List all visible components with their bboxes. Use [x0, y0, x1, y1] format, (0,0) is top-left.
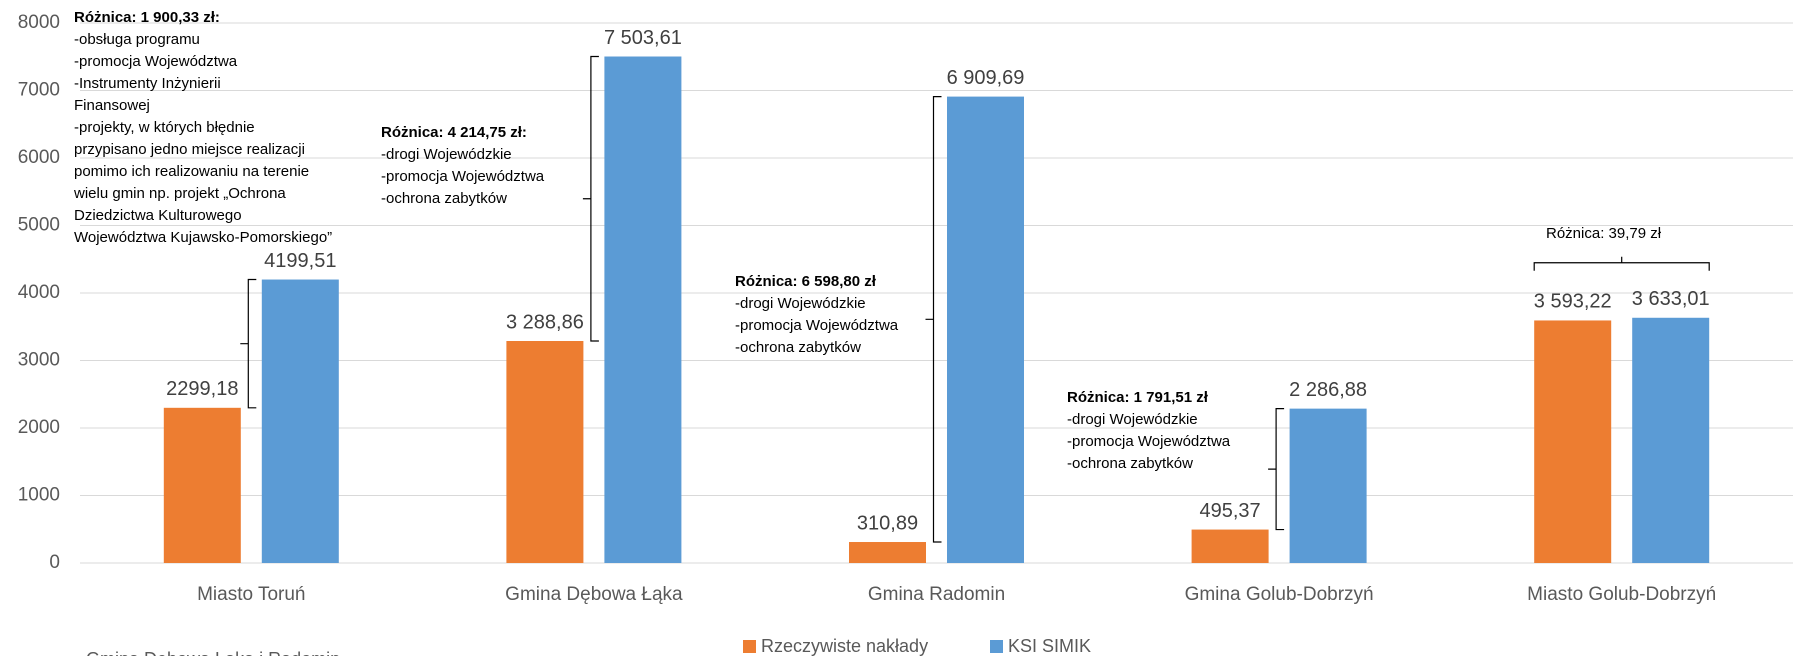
annotation-line: -promocja Województwa — [381, 168, 545, 185]
x-tick-label: Miasto Toruń — [197, 584, 305, 605]
value-label: 310,89 — [857, 512, 918, 534]
value-label: 495,37 — [1200, 500, 1261, 522]
y-tick-label: 7000 — [18, 80, 60, 101]
value-label: 3 288,86 — [506, 311, 584, 333]
annotation-line: -ochrona zabytków — [381, 190, 507, 207]
annotation-line: -projekty, w których błędnie — [74, 119, 255, 136]
annotation-title: Różnica: 1 791,51 zł — [1067, 389, 1209, 406]
x-tick-label: Miasto Golub-Dobrzyń — [1527, 584, 1716, 605]
y-tick-label: 4000 — [18, 282, 60, 303]
bar — [261, 279, 339, 563]
x-tick-label: Gmina Golub-Dobrzyń — [1185, 584, 1374, 605]
bar — [947, 96, 1024, 564]
annotation-line: -drogi Wojewódzkie — [735, 295, 866, 312]
annotation-line: przypisano jedno miejsce realizacji — [74, 141, 305, 158]
value-label: 4199,51 — [264, 250, 336, 272]
x-tick-label: Gmina Dębowa Łąka — [505, 584, 683, 605]
annotation-line: -obsługa programu — [74, 31, 200, 48]
y-tick-label: 8000 — [18, 12, 60, 33]
y-tick-label: 2000 — [18, 417, 60, 438]
annotation-line: Dziedzictwa Kulturowego — [74, 207, 242, 224]
y-tick-label: 6000 — [18, 147, 60, 168]
bar — [1191, 529, 1269, 563]
annotation-line: Finansowej — [74, 97, 150, 114]
annotation-line: -drogi Wojewódzkie — [1067, 411, 1198, 428]
annotation-line: -ochrona zabytków — [735, 339, 861, 356]
annotation-line: -ochrona zabytków — [1067, 455, 1193, 472]
bar — [506, 341, 584, 563]
annotation-title: Różnica: 39,79 zł — [1546, 225, 1662, 242]
value-label: 2299,18 — [166, 378, 238, 400]
y-tick-label: 0 — [49, 552, 60, 573]
value-label: 3 593,22 — [1534, 291, 1612, 313]
bar — [604, 56, 682, 564]
legend-label: KSI SIMIK — [1008, 636, 1091, 656]
legend-label: Rzeczywiste nakłady — [761, 636, 928, 656]
annotation-title: Różnica: 4 214,75 zł: — [381, 124, 527, 141]
bar — [1289, 408, 1367, 563]
footnote: Gmina Dębowa Łąka i Radomin — [86, 649, 340, 656]
legend-swatch — [990, 640, 1003, 653]
bracket — [1268, 408, 1285, 531]
bracket — [582, 55, 599, 342]
annotation-title: Różnica: 1 900,33 zł: — [74, 9, 220, 26]
annotation-line: -promocja Województwa — [735, 317, 899, 334]
annotation-line: Województwa Kujawsko-Pomorskiego” — [74, 229, 332, 246]
bar — [1534, 320, 1612, 563]
bracket — [925, 95, 942, 543]
bar — [163, 407, 241, 563]
annotation-title: Różnica: 6 598,80 zł — [735, 273, 877, 290]
x-tick-label: Gmina Radomin — [868, 584, 1005, 605]
value-label: 6 909,69 — [947, 67, 1025, 89]
annotation-line: -Instrumenty Inżynierii — [74, 75, 221, 92]
bracket — [240, 278, 257, 409]
bracket — [1533, 256, 1710, 271]
annotation-line: -promocja Województwa — [1067, 433, 1231, 450]
y-tick-label: 3000 — [18, 350, 60, 371]
y-tick-label: 5000 — [18, 215, 60, 236]
annotation-line: -promocja Województwa — [74, 53, 238, 70]
legend-swatch — [743, 640, 756, 653]
annotation-line: -drogi Wojewódzkie — [381, 146, 512, 163]
value-label: 2 286,88 — [1289, 379, 1367, 401]
bar — [849, 542, 926, 563]
annotation-line: wielu gmin np. projekt „Ochrona — [73, 185, 286, 202]
bar — [1632, 317, 1710, 563]
annotation-line: pomimo ich realizowaniu na terenie — [74, 163, 309, 180]
value-label: 3 633,01 — [1632, 288, 1710, 310]
value-label: 7 503,61 — [604, 27, 682, 49]
y-tick-label: 1000 — [18, 485, 60, 506]
